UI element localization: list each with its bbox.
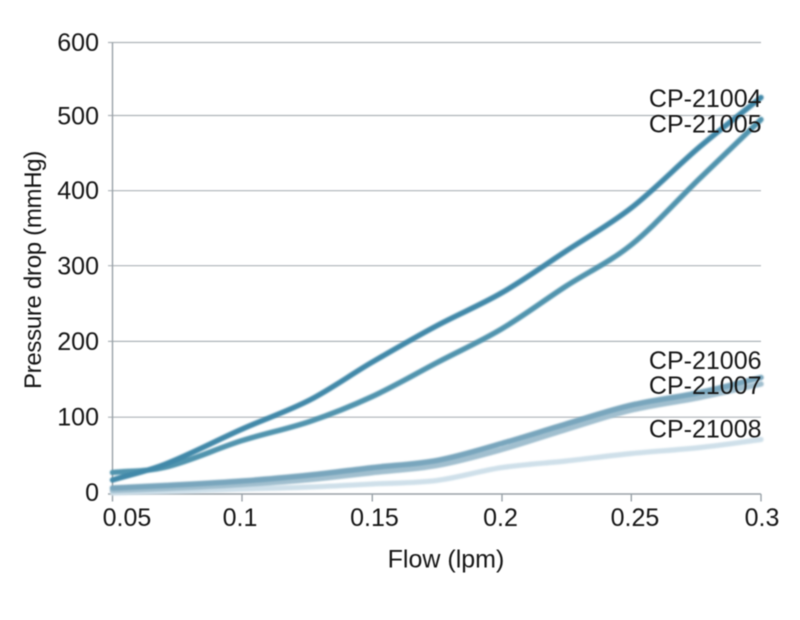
svg-text:CP-21005: CP-21005 <box>649 111 762 139</box>
svg-text:600: 600 <box>57 29 99 57</box>
svg-text:300: 300 <box>57 252 99 280</box>
svg-text:0.3: 0.3 <box>745 504 780 532</box>
svg-text:0.15: 0.15 <box>350 504 399 532</box>
svg-text:CP-21008: CP-21008 <box>649 416 762 444</box>
svg-text:0.25: 0.25 <box>611 504 660 532</box>
svg-text:100: 100 <box>57 404 99 432</box>
svg-text:0: 0 <box>85 479 99 507</box>
svg-text:Flow (lpm): Flow (lpm) <box>388 546 505 574</box>
svg-text:0.1: 0.1 <box>223 504 258 532</box>
svg-text:CP-21007: CP-21007 <box>649 372 762 400</box>
svg-text:200: 200 <box>57 328 99 356</box>
svg-text:0.2: 0.2 <box>483 504 518 532</box>
svg-text:400: 400 <box>57 177 99 205</box>
svg-text:Pressure drop (mmHg): Pressure drop (mmHg) <box>20 151 47 389</box>
svg-text:CP-21004: CP-21004 <box>649 85 762 113</box>
svg-text:500: 500 <box>57 102 99 130</box>
svg-text:CP-21006: CP-21006 <box>649 347 762 375</box>
svg-text:0.05: 0.05 <box>103 504 152 532</box>
